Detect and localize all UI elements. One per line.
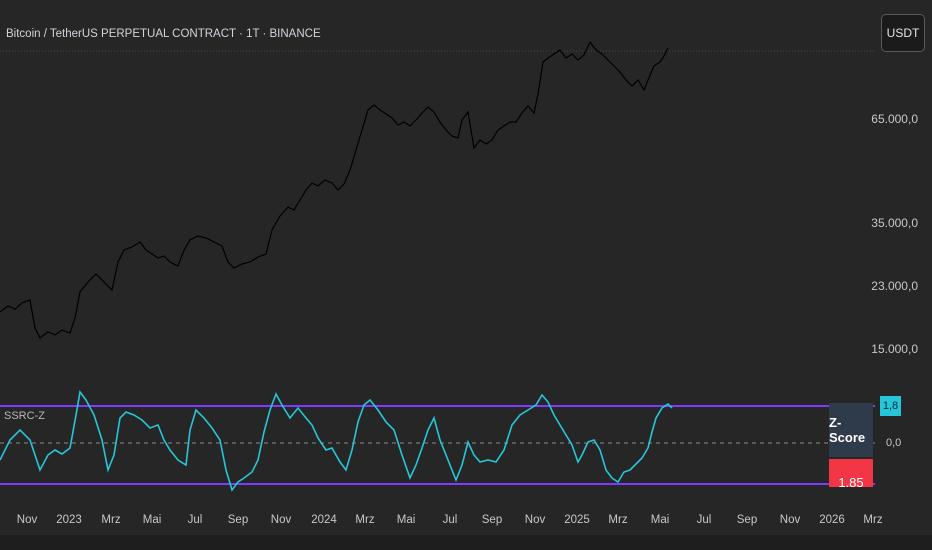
time-axis-label: Nov — [270, 514, 292, 526]
zscore-value-badge: 1,85 — [829, 459, 873, 487]
price-axis-label: 15.000,0 — [871, 342, 918, 356]
time-axis-label: Mai — [142, 514, 162, 526]
price-axis-label: 35.000,0 — [871, 216, 918, 230]
time-axis-label: 2023 — [56, 514, 82, 526]
zscore-value: 1,85 — [838, 475, 864, 487]
time-axis-label: Sep — [227, 514, 249, 526]
bottom-toolbar — [0, 535, 932, 550]
time-axis-label: 2025 — [564, 514, 590, 526]
time-axis-label: 2026 — [819, 514, 845, 526]
time-axis-label: Mai — [396, 514, 416, 526]
time-axis-label: Mrz — [608, 514, 628, 526]
time-axis-label: Mai — [650, 514, 670, 526]
zscore-badge: Z-Score — [829, 403, 873, 457]
time-axis-label: Nov — [779, 514, 801, 526]
time-axis-label: Sep — [736, 514, 758, 526]
price-axis-label: 65.000,0 — [871, 112, 918, 126]
time-axis-label: Sep — [481, 514, 503, 526]
time-axis-label: Nov — [524, 514, 546, 526]
symbol-title[interactable]: Bitcoin / TetherUS PERPETUAL CONTRACT · … — [6, 28, 321, 40]
time-axis-label: Mrz — [101, 514, 121, 526]
time-axis-label: 2024 — [311, 514, 337, 526]
time-axis-label: Mrz — [863, 514, 883, 526]
time-axis-label: Jul — [187, 514, 203, 526]
currency-button[interactable]: USDT — [881, 14, 925, 52]
indicator-current-value: 1,8 — [880, 396, 901, 416]
price-axis-label: 23.000,0 — [871, 279, 918, 293]
time-axis-label: Nov — [16, 514, 38, 526]
indicator-name[interactable]: SSRC-Z — [4, 410, 45, 422]
time-axis-label: Jul — [442, 514, 458, 526]
zscore-line — [0, 390, 673, 492]
indicator-zero-label: 0,0 — [886, 437, 902, 449]
time-axis-label: Jul — [696, 514, 712, 526]
time-axis-label: Mrz — [355, 514, 375, 526]
price-line — [0, 40, 669, 339]
